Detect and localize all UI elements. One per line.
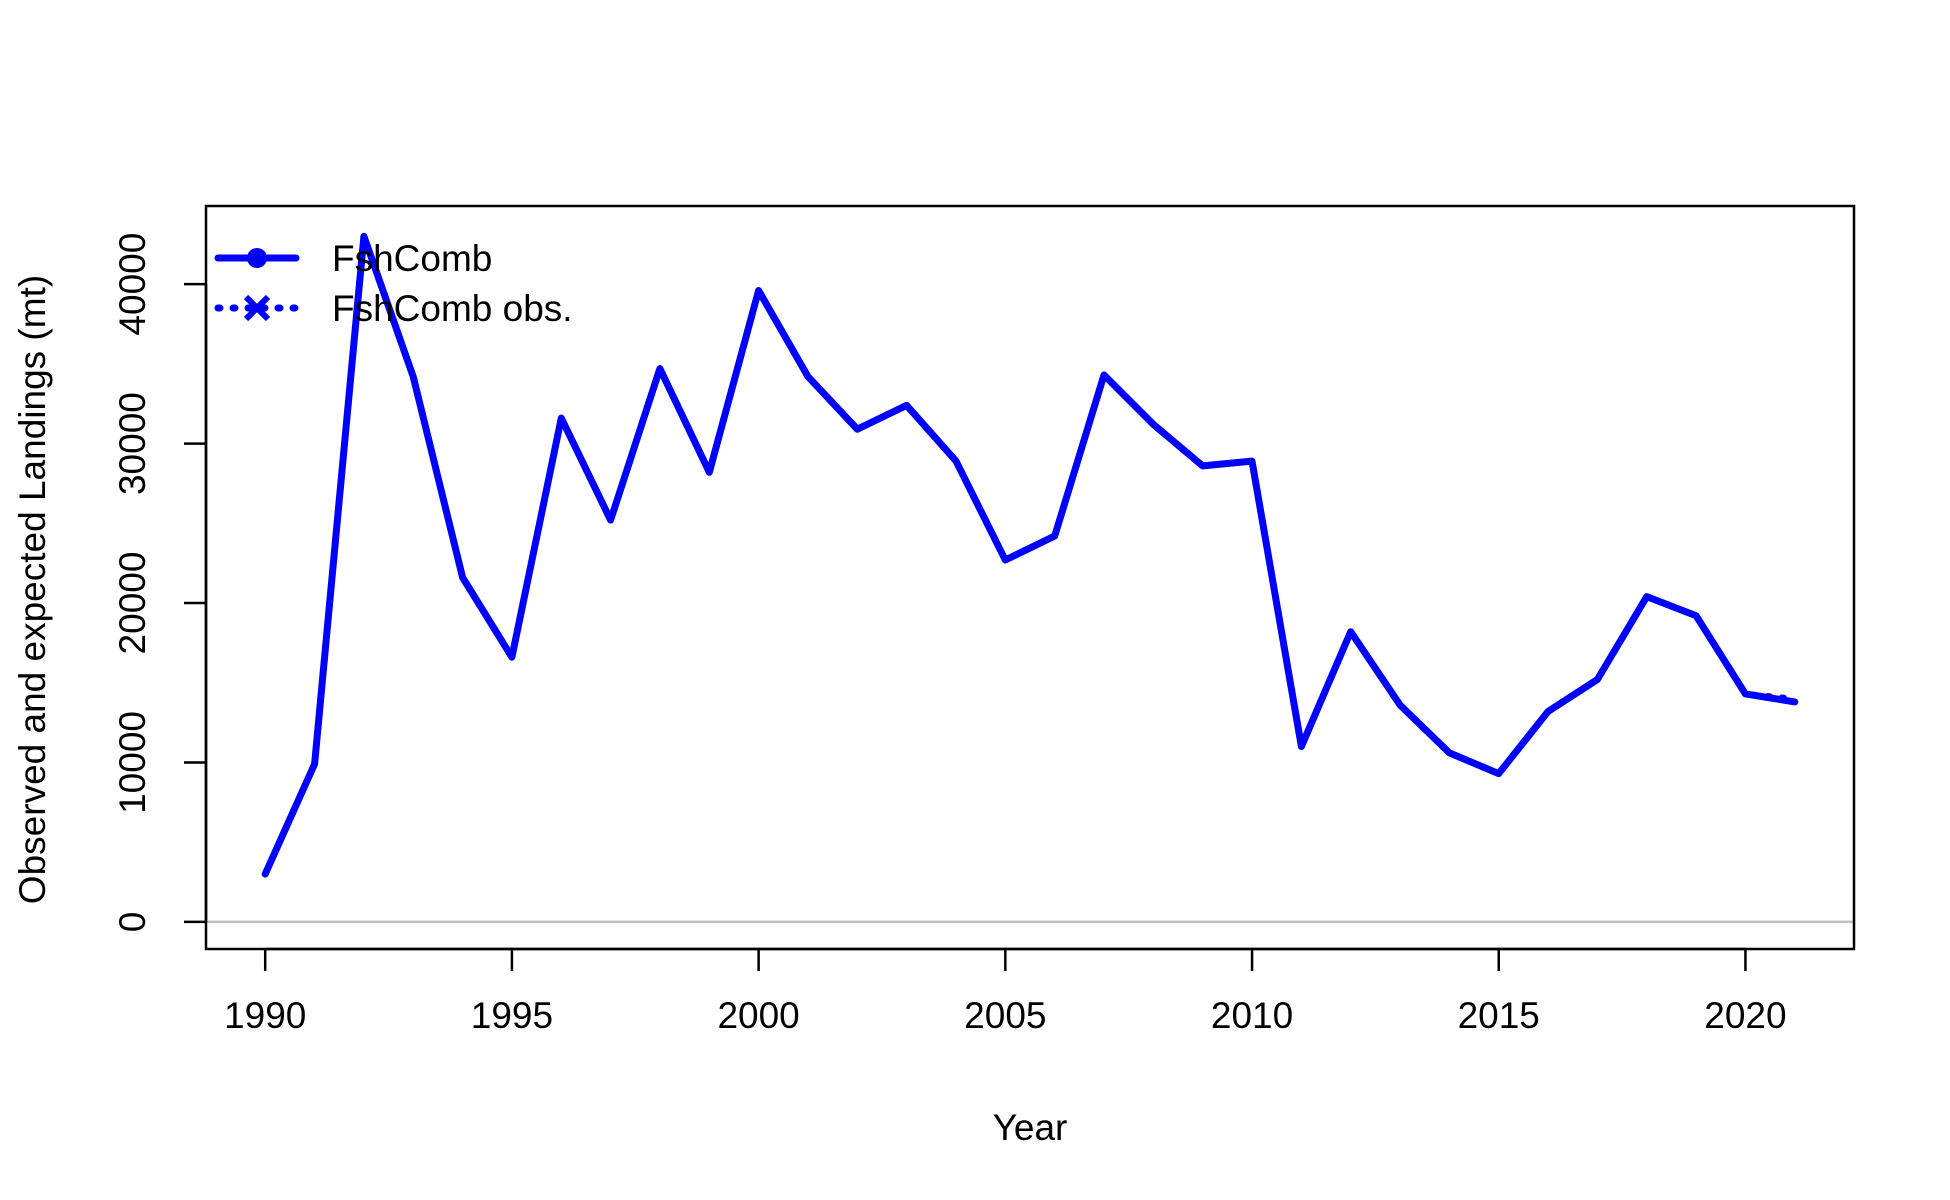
- y-tick-label: 0: [112, 912, 153, 933]
- y-tick-label: 20000: [112, 552, 153, 655]
- x-tick-label: 2005: [964, 995, 1046, 1036]
- legend-label: FshComb obs.: [332, 288, 573, 329]
- y-axis: 0 10000 20000 30000 40000: [112, 233, 208, 933]
- legend: FshComb FshComb obs.: [214, 238, 573, 329]
- x-tick-label: 2020: [1704, 995, 1786, 1036]
- series-layer: [261, 232, 1799, 878]
- legend-label: FshComb: [332, 238, 492, 279]
- y-axis-label: Observed and expected Landings (mt): [12, 275, 53, 904]
- x-tick-label: 2015: [1458, 995, 1540, 1036]
- legend-marker-circle: [247, 248, 267, 268]
- x-axis-label: Year: [993, 1107, 1068, 1148]
- x-axis: 1990 1995 2000 2005 2010 2015 2020: [224, 947, 1787, 1036]
- y-tick-label: 10000: [112, 711, 153, 814]
- x-tick-label: 1990: [224, 995, 306, 1036]
- expected-landings-line: [261, 232, 1799, 878]
- x-tick-label: 2010: [1211, 995, 1293, 1036]
- y-tick-label: 30000: [112, 392, 153, 495]
- x-tick-label: 2000: [717, 995, 799, 1036]
- x-tick-label: 1995: [471, 995, 553, 1036]
- y-tick-label: 40000: [112, 233, 153, 336]
- legend-marker-x: [243, 294, 271, 322]
